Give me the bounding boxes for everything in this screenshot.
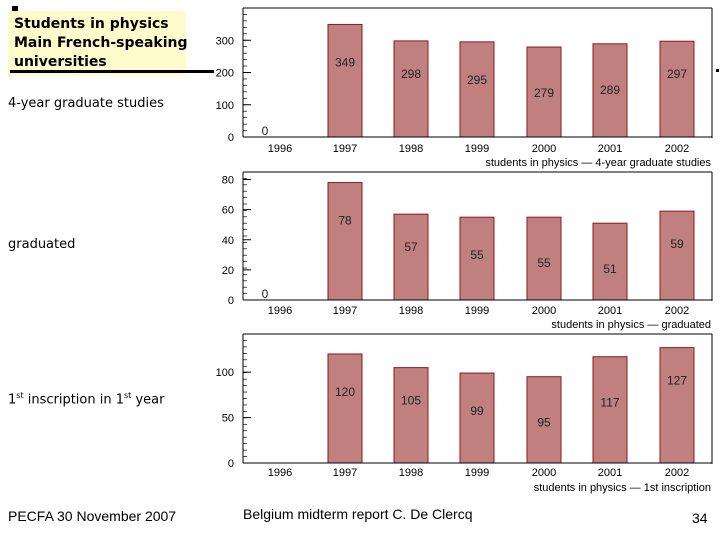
x-tick-label: 1998 bbox=[399, 467, 423, 479]
label-part-3: year bbox=[131, 392, 165, 408]
x-tick-label: 1999 bbox=[465, 143, 489, 155]
x-tick-label: 1998 bbox=[399, 305, 423, 317]
x-tick-label: 1999 bbox=[465, 305, 489, 317]
y-tick-label: 100 bbox=[216, 100, 234, 112]
footer-left: PECFA 30 November 2007 bbox=[8, 508, 177, 524]
data-label: 120 bbox=[335, 385, 355, 399]
label-graduate-studies: 4-year graduate studies bbox=[8, 96, 164, 111]
data-label: 78 bbox=[338, 214, 352, 228]
y-tick-label: 0 bbox=[228, 458, 234, 470]
data-label: 51 bbox=[603, 262, 617, 276]
title-rule bbox=[10, 70, 214, 73]
data-label: 0 bbox=[262, 124, 269, 138]
data-label: 295 bbox=[467, 73, 487, 87]
title-line-1: Students in physics bbox=[14, 16, 169, 32]
title-line-3: universities bbox=[14, 54, 107, 70]
bar-1998 bbox=[393, 367, 429, 464]
data-label: 55 bbox=[470, 248, 484, 262]
chart-title: students in physics — 4-year graduate st… bbox=[485, 157, 711, 169]
y-tick-label: 100 bbox=[216, 367, 234, 379]
x-tick-label: 1997 bbox=[333, 305, 357, 317]
y-tick-label: 20 bbox=[222, 265, 234, 277]
x-tick-label: 1996 bbox=[268, 467, 292, 479]
y-tick-label: 0 bbox=[228, 295, 234, 307]
y-tick-label: 60 bbox=[222, 205, 234, 217]
corner-mark bbox=[12, 6, 18, 14]
x-tick-label: 2001 bbox=[598, 143, 622, 155]
data-label: 349 bbox=[335, 55, 355, 69]
y-tick-label: 50 bbox=[222, 413, 234, 425]
x-tick-label: 1997 bbox=[333, 467, 357, 479]
data-label: 297 bbox=[667, 67, 687, 81]
data-label: 57 bbox=[404, 240, 418, 254]
x-tick-label: 2000 bbox=[532, 305, 556, 317]
bar-2001 bbox=[592, 43, 628, 138]
data-label: 117 bbox=[600, 396, 619, 410]
x-tick-label: 2001 bbox=[598, 305, 622, 317]
x-tick-label: 1999 bbox=[465, 467, 489, 479]
x-tick-label: 2000 bbox=[532, 467, 556, 479]
chart-title: students in physics — graduated bbox=[551, 319, 711, 331]
x-tick-label: 2000 bbox=[532, 143, 556, 155]
edge-mark bbox=[716, 69, 719, 72]
bar-1997 bbox=[327, 182, 363, 301]
x-tick-label: 1996 bbox=[268, 305, 292, 317]
x-tick-label: 2002 bbox=[665, 467, 689, 479]
bar-1997 bbox=[327, 353, 363, 464]
title-line-2: Main French-speaking bbox=[14, 35, 188, 51]
label-part-1: 1 bbox=[8, 392, 17, 408]
bar-2000 bbox=[526, 216, 562, 301]
data-label: 59 bbox=[670, 237, 684, 251]
bar-2002 bbox=[659, 347, 695, 464]
chart-title: students in physics — 1st inscription bbox=[534, 482, 711, 494]
x-tick-label: 2002 bbox=[665, 305, 689, 317]
y-tick-label: 0 bbox=[228, 132, 234, 144]
data-label: 95 bbox=[537, 416, 551, 430]
data-label: 99 bbox=[470, 404, 484, 418]
data-label: 298 bbox=[401, 67, 421, 81]
label-sup-1: st bbox=[16, 391, 24, 400]
label-graduated: graduated bbox=[8, 237, 76, 252]
bar-1998 bbox=[393, 40, 429, 138]
bar-2000 bbox=[526, 46, 562, 138]
data-label: 55 bbox=[537, 256, 551, 270]
bar-1997 bbox=[327, 23, 363, 138]
y-tick-label: 80 bbox=[222, 175, 234, 187]
label-part-2: inscription in 1 bbox=[23, 392, 124, 408]
x-tick-label: 1996 bbox=[268, 143, 292, 155]
footer-center: Belgium midterm report C. De Clercq bbox=[243, 506, 473, 522]
page-number: 34 bbox=[692, 510, 708, 526]
bar-2002 bbox=[659, 210, 695, 301]
slide-title: Students in physics Main French-speaking… bbox=[8, 11, 188, 76]
x-tick-label: 2002 bbox=[665, 143, 689, 155]
bar-1999 bbox=[459, 216, 495, 301]
data-label: 127 bbox=[667, 374, 687, 388]
x-tick-label: 2001 bbox=[598, 467, 622, 479]
bar-1999 bbox=[459, 372, 495, 464]
data-label: 289 bbox=[600, 83, 620, 97]
bar-2001 bbox=[592, 356, 628, 464]
data-label: 105 bbox=[401, 394, 421, 408]
x-tick-label: 1997 bbox=[333, 143, 357, 155]
y-tick-label: 200 bbox=[216, 68, 234, 80]
y-tick-label: 300 bbox=[216, 35, 234, 47]
y-tick-label: 40 bbox=[222, 235, 234, 247]
bar-1998 bbox=[393, 213, 429, 301]
bar-1999 bbox=[459, 41, 495, 138]
bar-2002 bbox=[659, 40, 695, 138]
data-label: 0 bbox=[262, 287, 269, 301]
label-sup-2: st bbox=[124, 391, 132, 400]
data-label: 279 bbox=[534, 86, 554, 100]
label-first-inscription: 1st inscription in 1st year bbox=[8, 391, 164, 407]
bar-2001 bbox=[592, 222, 628, 301]
x-tick-label: 1998 bbox=[399, 143, 423, 155]
